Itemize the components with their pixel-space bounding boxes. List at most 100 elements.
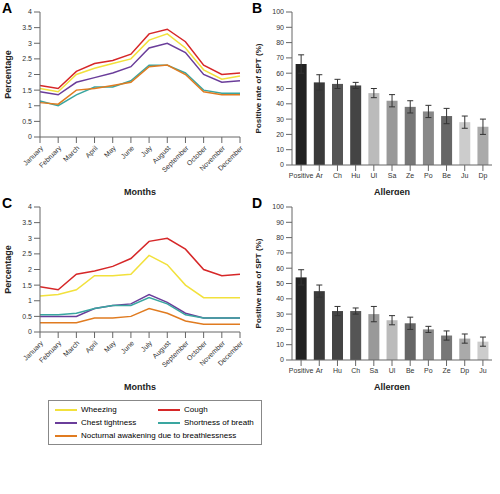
svg-text:March: March	[62, 339, 81, 358]
svg-text:November: November	[198, 144, 226, 173]
svg-text:20: 20	[276, 326, 284, 333]
svg-text:3: 3	[28, 235, 32, 242]
svg-text:Positive rate of SPT (%): Positive rate of SPT (%)	[254, 238, 263, 328]
svg-text:June: June	[119, 144, 135, 160]
svg-text:Ch: Ch	[333, 172, 342, 179]
svg-text:10: 10	[276, 341, 284, 348]
html-text:D: D	[252, 195, 263, 211]
svg-text:August: August	[151, 339, 172, 360]
svg-text:Hu: Hu	[333, 367, 342, 374]
svg-text:Months: Months	[124, 187, 156, 195]
svg-text:Allergen: Allergen	[374, 187, 410, 195]
svg-text:Ze: Ze	[406, 172, 414, 179]
svg-text:1.5: 1.5	[22, 87, 32, 94]
svg-text:January: January	[21, 144, 45, 167]
svg-text:30: 30	[276, 116, 284, 123]
svg-text:Positive: Positive	[289, 367, 314, 374]
svg-text:2.5: 2.5	[22, 250, 32, 257]
svg-text:0: 0	[280, 356, 284, 363]
svg-text:December: December	[216, 144, 244, 172]
svg-text:4: 4	[28, 8, 32, 15]
svg-text:Ar: Ar	[316, 172, 324, 179]
svg-text:Po: Po	[424, 172, 433, 179]
svg-text:60: 60	[276, 265, 284, 272]
svg-text:100: 100	[272, 8, 284, 15]
svg-text:January: January	[21, 339, 45, 362]
svg-text:60: 60	[276, 70, 284, 77]
svg-text:February: February	[38, 339, 64, 365]
svg-text:1: 1	[28, 297, 32, 304]
svg-text:80: 80	[276, 234, 284, 241]
svg-text:40: 40	[276, 100, 284, 107]
svg-text:10: 10	[276, 146, 284, 153]
svg-text:November: November	[198, 339, 226, 368]
svg-text:April: April	[84, 144, 100, 160]
svg-text:90: 90	[276, 24, 284, 31]
svg-text:Months: Months	[124, 382, 156, 390]
svg-text:Dp: Dp	[478, 172, 487, 180]
svg-text:1.5: 1.5	[22, 282, 32, 289]
svg-text:50: 50	[276, 85, 284, 92]
svg-text:2: 2	[28, 266, 32, 273]
svg-text:0.5: 0.5	[22, 313, 32, 320]
svg-text:September: September	[161, 339, 191, 369]
html-text:Wheezing: Wheezing	[81, 405, 117, 414]
svg-text:100: 100	[272, 203, 284, 210]
svg-text:3: 3	[28, 40, 32, 47]
svg-text:0: 0	[28, 133, 32, 140]
svg-text:July: July	[140, 144, 155, 159]
svg-text:Po: Po	[424, 367, 433, 374]
svg-text:Allergen: Allergen	[374, 382, 410, 390]
svg-text:October: October	[185, 144, 208, 167]
svg-text:May: May	[103, 144, 118, 159]
svg-text:Percentage: Percentage	[8, 245, 13, 294]
html-text:A: A	[2, 0, 13, 16]
svg-text:September: September	[161, 144, 191, 174]
svg-text:Ul: Ul	[371, 172, 378, 179]
svg-text:October: October	[185, 339, 208, 362]
svg-text:Ju: Ju	[479, 367, 487, 374]
svg-text:0: 0	[28, 328, 32, 335]
svg-text:Be: Be	[406, 367, 415, 374]
svg-text:June: June	[119, 339, 135, 355]
svg-text:Ze: Ze	[442, 367, 450, 374]
svg-text:Sa: Sa	[370, 367, 379, 374]
svg-text:1: 1	[28, 102, 32, 109]
svg-text:Hu: Hu	[351, 172, 360, 179]
svg-text:April: April	[84, 339, 100, 355]
svg-text:Positive: Positive	[289, 172, 314, 179]
svg-text:August: August	[151, 144, 172, 165]
svg-text:70: 70	[276, 249, 284, 256]
svg-text:70: 70	[276, 54, 284, 61]
svg-text:20: 20	[276, 131, 284, 138]
svg-text:Sa: Sa	[388, 172, 397, 179]
html-text:B: B	[252, 0, 263, 16]
html-text:Cough: Cough	[184, 405, 208, 414]
svg-text:0.5: 0.5	[22, 118, 32, 125]
svg-text:Ch: Ch	[351, 367, 360, 374]
svg-text:Positive rate of SPT (%): Positive rate of SPT (%)	[254, 43, 263, 133]
svg-text:0: 0	[280, 161, 284, 168]
svg-text:Ju: Ju	[461, 172, 469, 179]
svg-text:3.5: 3.5	[22, 24, 32, 31]
svg-text:40: 40	[276, 295, 284, 302]
svg-text:2: 2	[28, 71, 32, 78]
svg-text:July: July	[140, 339, 155, 354]
svg-text:Percentage: Percentage	[8, 50, 13, 99]
svg-text:4: 4	[28, 203, 32, 210]
svg-text:Be: Be	[442, 172, 451, 179]
svg-text:Dp: Dp	[460, 367, 469, 375]
svg-text:3.5: 3.5	[22, 219, 32, 226]
svg-text:30: 30	[276, 311, 284, 318]
svg-text:February: February	[38, 144, 64, 170]
svg-text:2.5: 2.5	[22, 55, 32, 62]
svg-text:Ar: Ar	[316, 367, 324, 374]
svg-text:90: 90	[276, 219, 284, 226]
svg-text:50: 50	[276, 280, 284, 287]
svg-text:Ul: Ul	[389, 367, 396, 374]
html-text:C: C	[2, 195, 13, 211]
svg-text:March: March	[62, 144, 81, 163]
svg-text:80: 80	[276, 39, 284, 46]
svg-text:May: May	[103, 339, 118, 354]
svg-text:December: December	[216, 339, 244, 367]
